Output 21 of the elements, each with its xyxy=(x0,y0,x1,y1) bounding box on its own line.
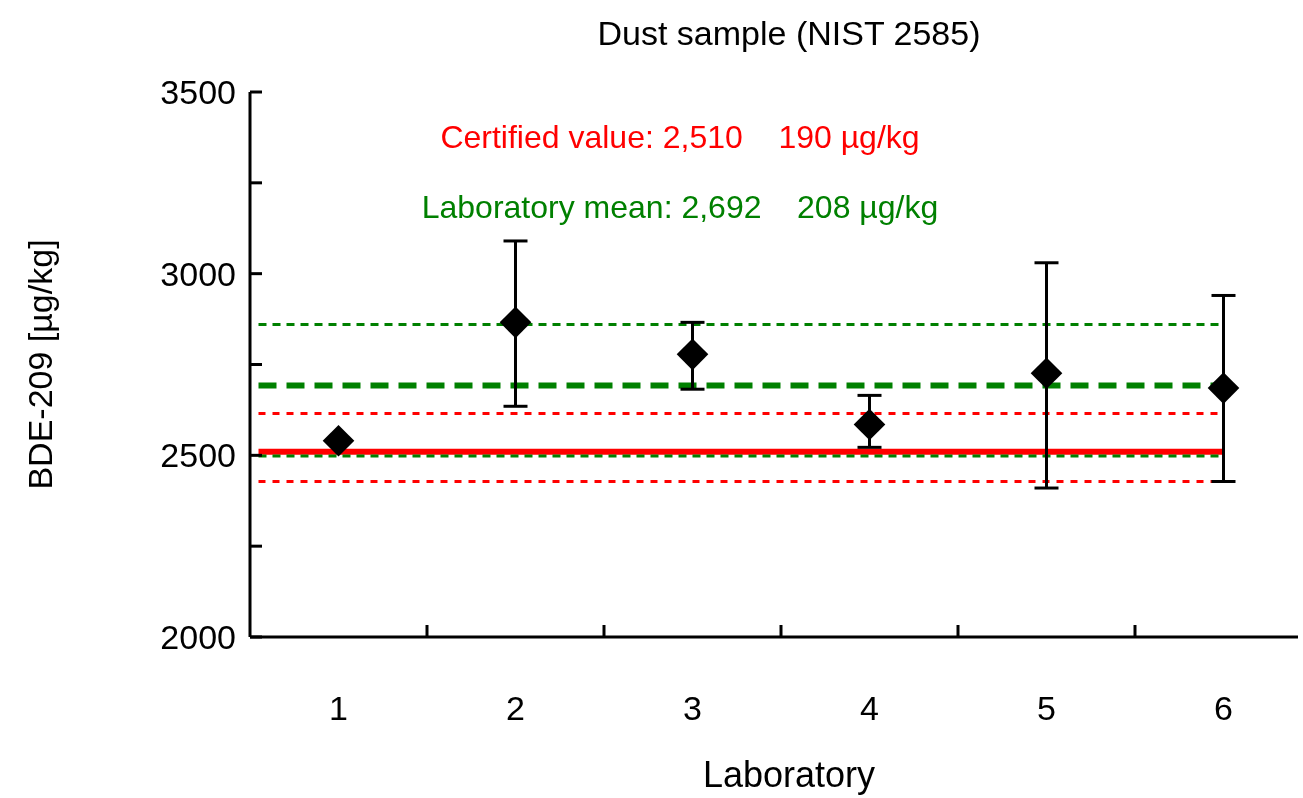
point xyxy=(1030,357,1063,390)
point xyxy=(322,424,355,457)
x-tick-label: 2 xyxy=(506,689,525,727)
y-tick-label: 3000 xyxy=(160,254,236,293)
x-tick-label: 4 xyxy=(860,689,879,727)
x-tick-label: 1 xyxy=(329,689,348,727)
point xyxy=(676,338,709,371)
point xyxy=(853,408,886,441)
x-tick-label: 3 xyxy=(683,689,702,727)
chart-title: Dust sample (NIST 2585) xyxy=(597,14,981,52)
ref-line-label: Certified value: 2,510 190 µg/kg xyxy=(440,119,920,155)
x-tick-label: 6 xyxy=(1214,689,1233,727)
x-tick-label: 5 xyxy=(1037,689,1056,727)
y-axis-title: BDE-209 [µg/kg] xyxy=(21,239,59,490)
point xyxy=(1207,372,1240,404)
x-axis-title: Laboratory xyxy=(702,754,876,795)
y-tick-label: 3500 xyxy=(160,73,236,111)
ref-line-label: Laboratory mean: 2,692 208 µg/kg xyxy=(421,189,939,225)
y-tick-label: 2000 xyxy=(160,618,236,656)
y-tick-label: 2500 xyxy=(160,436,236,475)
point xyxy=(499,306,532,339)
